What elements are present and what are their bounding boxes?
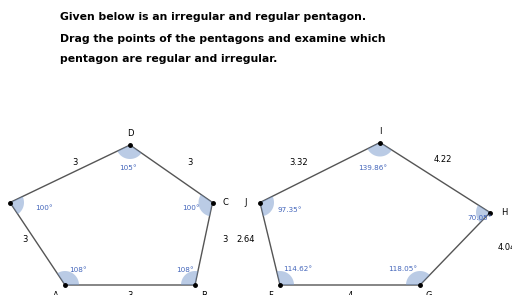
Text: 108°: 108° — [69, 267, 87, 273]
Polygon shape — [260, 196, 274, 216]
Text: 97.35°: 97.35° — [278, 207, 302, 213]
Text: H: H — [501, 208, 507, 217]
Text: 139.86°: 139.86° — [358, 165, 387, 171]
Text: D: D — [127, 130, 133, 138]
Text: 2.64: 2.64 — [237, 235, 255, 245]
Text: Given below is an irregular and regular pentagon.: Given below is an irregular and regular … — [60, 12, 366, 22]
Text: I: I — [379, 127, 381, 136]
Text: 118.05°: 118.05° — [388, 266, 417, 272]
Text: 3: 3 — [223, 235, 228, 245]
Text: 4: 4 — [347, 291, 353, 295]
Polygon shape — [57, 271, 79, 285]
Text: 3: 3 — [187, 158, 193, 167]
Polygon shape — [476, 205, 490, 222]
Polygon shape — [406, 271, 430, 285]
Text: 100°: 100° — [35, 204, 53, 211]
Polygon shape — [117, 145, 141, 159]
Text: 3: 3 — [72, 158, 77, 167]
Text: 70.05°: 70.05° — [467, 214, 492, 220]
Text: pentagon are regular and irregular.: pentagon are regular and irregular. — [60, 55, 278, 65]
Text: J: J — [245, 198, 247, 207]
Text: 3: 3 — [127, 291, 133, 295]
Text: B: B — [201, 291, 207, 295]
Text: 3.32: 3.32 — [289, 158, 308, 167]
Text: 114.62°: 114.62° — [283, 266, 312, 272]
Text: 4.04: 4.04 — [498, 243, 512, 252]
Text: C: C — [222, 198, 228, 207]
Polygon shape — [10, 196, 24, 214]
Text: F: F — [269, 291, 273, 295]
Text: A: A — [53, 291, 59, 295]
Text: 105°: 105° — [119, 165, 136, 171]
Polygon shape — [181, 271, 198, 285]
Text: 4.22: 4.22 — [433, 155, 452, 165]
Text: G: G — [426, 291, 432, 295]
Text: Drag the points of the pentagons and examine which: Drag the points of the pentagons and exa… — [60, 34, 386, 43]
Text: 100°: 100° — [182, 204, 200, 211]
Text: 108°: 108° — [176, 267, 194, 273]
Polygon shape — [199, 194, 212, 216]
Text: 3: 3 — [22, 235, 28, 245]
Polygon shape — [368, 142, 392, 156]
Polygon shape — [276, 271, 294, 285]
